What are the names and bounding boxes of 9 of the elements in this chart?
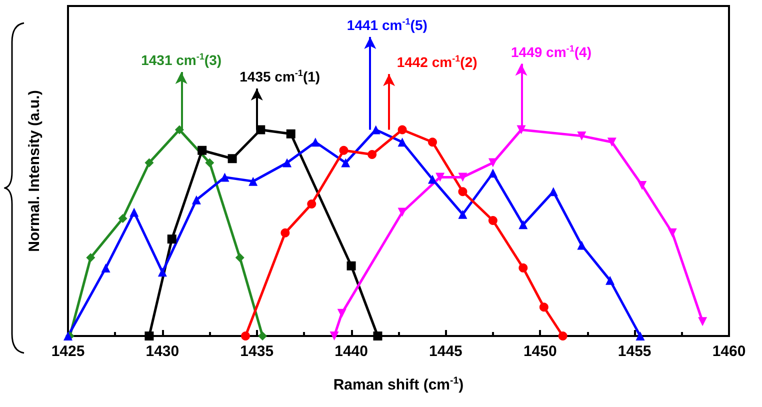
x-tick-label: 1450 bbox=[523, 343, 557, 360]
x-tick-label: 1445 bbox=[429, 343, 462, 360]
x-tick-label: 1440 bbox=[334, 343, 368, 360]
x-tick-label: 1435 bbox=[240, 343, 274, 360]
y-axis-title: Normal. Intensity (a.u.) bbox=[26, 90, 43, 252]
x-tick-label: 1460 bbox=[712, 343, 746, 360]
x-tick-label: 1430 bbox=[146, 343, 180, 360]
x-tick-label: 1425 bbox=[51, 343, 85, 360]
x-tick-label: 1455 bbox=[618, 343, 652, 360]
